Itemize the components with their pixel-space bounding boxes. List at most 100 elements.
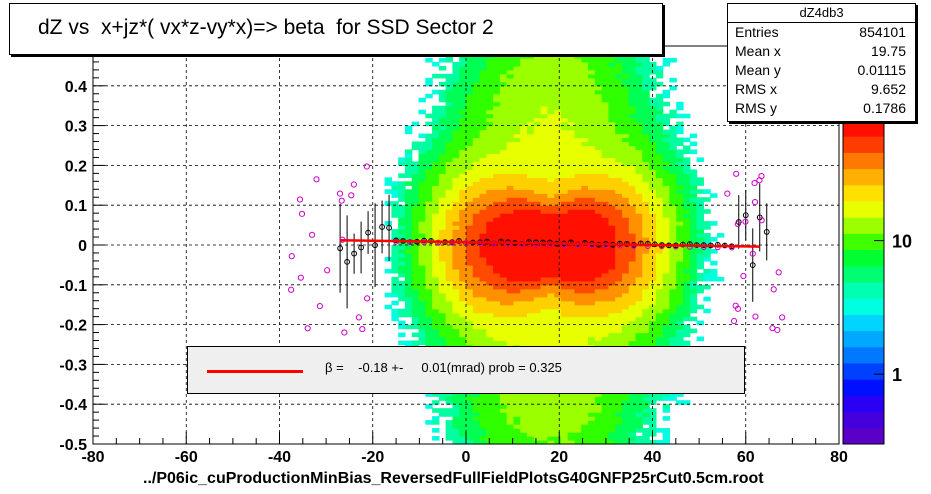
- density-cell: [581, 181, 589, 186]
- outlier-marker: [756, 177, 763, 184]
- density-cell: [696, 264, 704, 270]
- density-cell: [472, 97, 481, 103]
- density-cell: [628, 248, 637, 254]
- density-cell: [459, 57, 467, 63]
- density-cell: [459, 113, 467, 119]
- density-cell: [588, 408, 596, 413]
- density-cell: [642, 177, 650, 182]
- density-cell: [642, 221, 650, 226]
- density-cell: [472, 308, 481, 314]
- density-cell: [520, 396, 528, 401]
- density-cell: [547, 324, 555, 330]
- density-cell: [676, 213, 684, 218]
- density-cell: [459, 173, 467, 178]
- density-cell: [493, 69, 501, 75]
- density-cell: [567, 256, 576, 262]
- density-cell: [635, 336, 643, 342]
- density-cell: [452, 181, 460, 186]
- density-cell: [540, 324, 548, 330]
- density-cell: [459, 392, 467, 397]
- density-cell: [628, 61, 637, 67]
- density-cell: [527, 113, 535, 119]
- density-cell: [662, 288, 671, 294]
- stat-row-entries: Entries 854101: [728, 23, 915, 42]
- density-cell: [655, 320, 664, 326]
- density-cell: [642, 217, 650, 222]
- density-cell: [479, 392, 487, 397]
- density-cell: [635, 141, 643, 147]
- density-cell: [696, 276, 704, 282]
- density-cell: [621, 201, 630, 206]
- density-cell: [527, 316, 535, 322]
- density-cell: [438, 268, 447, 274]
- density-cell: [493, 93, 501, 99]
- density-cell: [554, 332, 562, 338]
- density-cell: [554, 292, 562, 298]
- density-cell: [683, 189, 691, 194]
- density-cell: [479, 432, 487, 437]
- density-cell: [452, 336, 460, 342]
- density-cell: [683, 157, 691, 163]
- density-cell: [621, 165, 630, 170]
- density-cell: [466, 424, 474, 429]
- density-cell: [594, 133, 603, 139]
- density-cell: [513, 193, 521, 198]
- density-cell: [608, 252, 616, 258]
- density-cell: [581, 117, 589, 123]
- density-cell: [506, 304, 515, 310]
- density-cell: [459, 205, 467, 210]
- density-cell: [574, 197, 582, 202]
- density-cell: [425, 296, 433, 302]
- density-cell: [662, 177, 671, 182]
- density-cell: [581, 248, 589, 254]
- density-cell: [452, 61, 460, 67]
- density-cell: [459, 105, 467, 111]
- density-cell: [615, 248, 623, 254]
- density-cell: [696, 252, 704, 258]
- density-cell: [696, 245, 704, 250]
- density-cell: [655, 392, 664, 397]
- density-cell: [689, 328, 698, 334]
- density-cell: [608, 145, 616, 151]
- density-cell: [615, 233, 623, 238]
- density-cell: [391, 288, 399, 294]
- density-cell: [567, 296, 576, 302]
- density-cell: [554, 424, 562, 429]
- density-cell: [581, 256, 589, 262]
- density-cell: [411, 209, 420, 214]
- density-cell: [499, 260, 508, 266]
- density-cell: [527, 404, 535, 409]
- density-cell: [398, 181, 406, 186]
- density-cell: [615, 336, 623, 342]
- density-cell: [601, 101, 610, 107]
- density-cell: [635, 412, 643, 417]
- density-cell: [506, 197, 515, 202]
- density-cell: [472, 256, 481, 262]
- density-cell: [452, 432, 460, 437]
- density-cell: [520, 201, 528, 206]
- density-cell: [594, 201, 603, 206]
- density-cell: [472, 288, 481, 294]
- density-cell: [669, 181, 677, 186]
- density-cell: [499, 69, 508, 75]
- density-cell: [601, 205, 610, 210]
- density-cell: [520, 424, 528, 429]
- density-cell: [411, 181, 420, 186]
- density-cell: [472, 260, 481, 266]
- density-cell: [615, 284, 623, 290]
- density-cell: [567, 149, 576, 155]
- density-cell: [683, 332, 691, 338]
- density-cell: [628, 81, 637, 87]
- density-cell: [520, 205, 528, 210]
- density-cell: [683, 225, 691, 230]
- density-cell: [486, 260, 494, 266]
- density-cell: [560, 320, 569, 326]
- density-cell: [384, 268, 392, 274]
- density-cell: [472, 416, 481, 421]
- density-cell: [547, 316, 555, 322]
- density-cell: [384, 189, 392, 194]
- density-cell: [567, 428, 576, 433]
- density-cell: [459, 201, 467, 206]
- density-cell: [574, 424, 582, 429]
- density-cell: [635, 117, 643, 123]
